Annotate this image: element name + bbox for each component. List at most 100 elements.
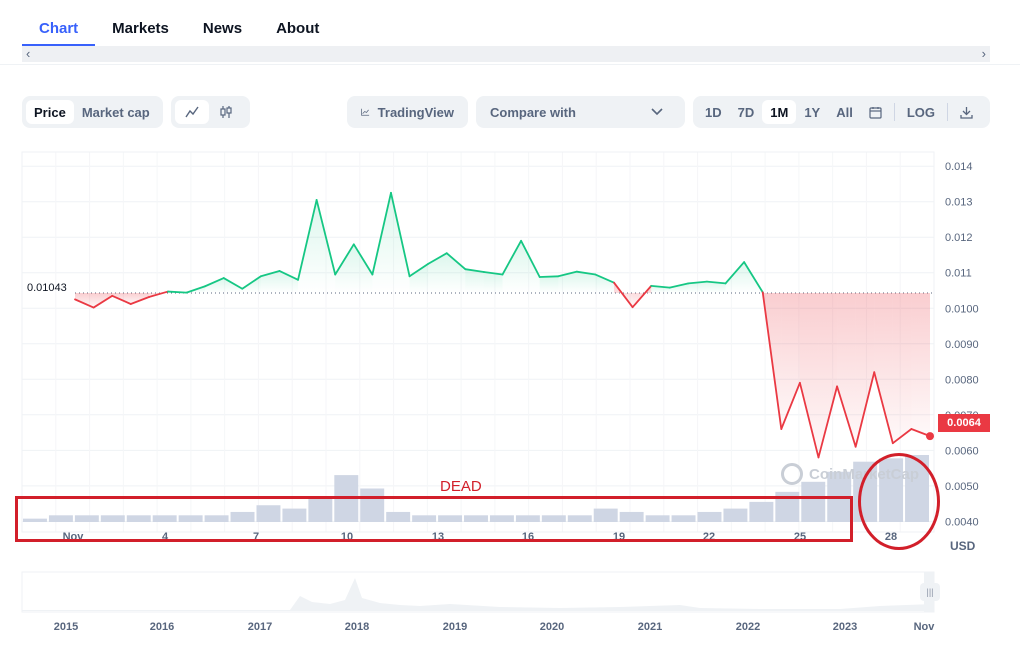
range-7d[interactable]: 7D (737, 104, 755, 120)
range-1y[interactable]: 1Y (804, 104, 821, 120)
dead-annotation-label: DEAD (440, 478, 482, 495)
price-area-segment (911, 292, 930, 437)
volume-bar (152, 515, 177, 522)
candlestick-icon[interactable] (209, 100, 243, 124)
tradingview-button[interactable]: TradingView (347, 96, 468, 128)
market-cap-option[interactable]: Market cap (81, 104, 150, 120)
plot-frame (21, 151, 935, 533)
volume-bar (697, 511, 722, 522)
range-selector: 1D 7D 1M 1Y All LOG (693, 96, 990, 128)
price-segment (352, 243, 374, 276)
y-tick-label: 0.014 (945, 161, 973, 173)
price-segment (780, 381, 801, 430)
scroll-left-arrow-icon[interactable]: ‹ (26, 46, 31, 61)
price-segment (817, 385, 838, 459)
scroll-right-arrow-icon[interactable]: › (981, 46, 986, 61)
coinmarketcap-icon (781, 463, 803, 485)
navigator-tick-label: 2023 (833, 621, 857, 633)
price-area-segment (428, 253, 447, 293)
price-segment (148, 290, 169, 298)
price-segment (483, 271, 504, 276)
navigator-x-labels: 2015 2016 2017 2018 2019 2020 2021 2022 2023 Nov (54, 621, 936, 633)
current-price-dot (926, 432, 934, 441)
price-segment (129, 295, 151, 305)
volume-bar (178, 515, 203, 522)
price-area-segment (595, 274, 615, 293)
volume-bar (282, 508, 307, 522)
tab-about[interactable]: About (276, 20, 320, 37)
volume-bar (204, 515, 229, 522)
price-segment (520, 239, 541, 278)
download-icon[interactable] (952, 100, 981, 124)
tab-news[interactable]: News (202, 20, 243, 37)
price-area-segment (855, 292, 875, 447)
price-area-segment (446, 253, 466, 293)
range-1m[interactable]: 1M (762, 100, 797, 124)
volume-bar (74, 515, 99, 522)
price-segment (371, 191, 392, 276)
y-tick-label: 0.0040 (945, 516, 979, 528)
price-segment (111, 294, 132, 305)
tab-markets[interactable]: Markets (112, 20, 169, 37)
navigator-panel[interactable] (21, 571, 935, 613)
price-area-segment (521, 240, 540, 293)
navigator-tick-label: 2019 (443, 621, 467, 633)
price-area-segment (706, 281, 726, 293)
price-segment (557, 270, 578, 278)
currency-label: USD (950, 539, 976, 553)
horizontal-scrollbar[interactable]: ‹ › (22, 46, 990, 62)
price-area-segment (335, 244, 354, 293)
volume-spike-circle (858, 453, 940, 550)
volume-bar (23, 518, 47, 522)
price-area-segment (892, 292, 912, 444)
y-tick-label: 0.0050 (945, 481, 979, 493)
y-tick-label: 0.012 (945, 232, 973, 244)
navigator-tick-label: 2020 (540, 621, 564, 633)
price-area-segment (576, 271, 596, 293)
calendar-icon[interactable] (861, 100, 890, 124)
y-tick-label: 0.011 (945, 268, 972, 280)
price-segment (427, 252, 448, 265)
volume-bar (645, 515, 670, 522)
price-area-segment (130, 292, 150, 304)
price-segment (761, 291, 783, 430)
price-marketcap-toggle: Price Market cap (22, 96, 163, 128)
price-segment (464, 268, 485, 273)
navigator-drag-handle[interactable]: ||| (920, 583, 940, 601)
compare-label: Compare with (490, 104, 576, 120)
price-line (74, 191, 931, 459)
price-segment (631, 284, 653, 309)
price-segment (650, 284, 671, 289)
price-area-segment (781, 292, 800, 430)
range-all[interactable]: All (836, 104, 853, 120)
volume-bar (438, 515, 463, 522)
dead-volume-highlight-box (15, 496, 853, 542)
volume-bar (801, 481, 826, 522)
price-segment (706, 280, 727, 285)
price-segment (724, 261, 746, 285)
price-area-segment (372, 192, 391, 293)
log-scale-toggle[interactable]: LOG (906, 104, 936, 120)
price-segment (259, 270, 281, 278)
price-area-segment (409, 263, 429, 293)
volume-bar (308, 498, 333, 522)
compare-with-dropdown[interactable]: Compare with (476, 96, 685, 128)
x-tick-label: 4 (162, 531, 169, 543)
volume-bar (230, 511, 255, 522)
volume-bar (515, 515, 540, 522)
price-area-segment (316, 199, 336, 293)
price-option[interactable]: Price (26, 100, 74, 124)
price-area-segment (223, 278, 243, 293)
volume-bar (386, 511, 411, 522)
price-segment (445, 252, 467, 271)
volume-bar (775, 491, 800, 522)
range-1d[interactable]: 1D (705, 104, 722, 120)
reference-price-label: 0.01043 (27, 282, 67, 294)
price-area-segment (874, 292, 893, 444)
tab-chart[interactable]: Chart (22, 14, 96, 46)
chevron-down-icon (651, 108, 663, 116)
price-segment (185, 285, 207, 294)
volume-bar (671, 515, 696, 522)
line-chart-icon[interactable] (175, 100, 209, 124)
